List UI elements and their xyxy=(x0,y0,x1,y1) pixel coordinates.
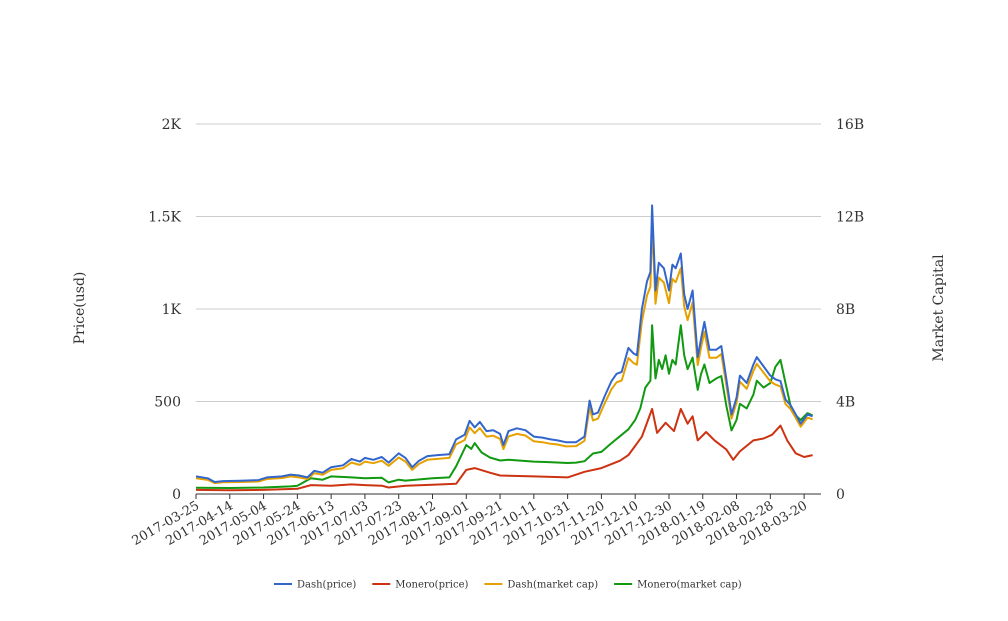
legend-label: Dash(price) xyxy=(297,580,356,591)
left-tick-label: 1.5K xyxy=(148,210,181,226)
right-tick-label: 0 xyxy=(836,487,845,503)
right-axis-ticks: 0 4B 8B 12B 16B xyxy=(836,117,864,503)
right-axis-title: Market Capital xyxy=(931,254,947,362)
left-axis-ticks: 0 500 1K 1.5K 2K xyxy=(148,117,181,503)
legend-label: Monero(price) xyxy=(395,580,468,591)
right-tick-label: 16B xyxy=(836,117,864,133)
left-tick-label: 500 xyxy=(154,395,181,411)
legend-label: Dash(market cap) xyxy=(507,580,598,591)
right-tick-label: 12B xyxy=(836,210,864,226)
x-axis-ticks: 2017-03-252017-04-142017-05-042017-05-24… xyxy=(130,494,810,549)
right-tick-label: 4B xyxy=(836,395,855,411)
right-tick-label: 8B xyxy=(836,302,855,318)
series-line-1 xyxy=(195,204,813,483)
legend: Dash(price) Monero(price) Dash(market cap)… xyxy=(274,580,742,591)
left-tick-label: 0 xyxy=(172,487,181,503)
left-tick-label: 1K xyxy=(162,302,182,318)
gridlines xyxy=(196,123,821,402)
left-axis-title: Price(usd) xyxy=(72,272,88,345)
series-line-2 xyxy=(195,407,813,492)
legend-label: Monero(market cap) xyxy=(637,580,742,591)
series-line-4 xyxy=(195,324,814,489)
series-group xyxy=(195,204,814,492)
left-tick-label: 2K xyxy=(162,117,182,133)
